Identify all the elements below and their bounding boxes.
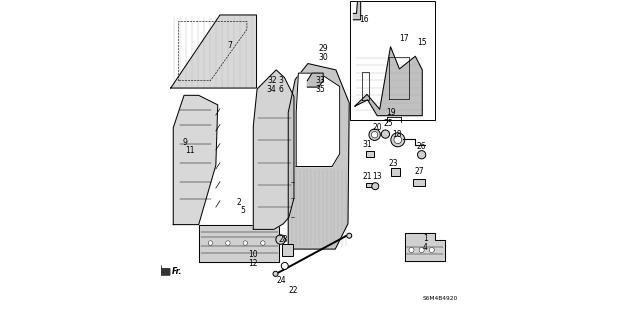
Text: 31: 31: [362, 140, 372, 149]
Text: 27: 27: [414, 167, 424, 176]
Text: 4: 4: [423, 243, 428, 252]
Circle shape: [276, 235, 285, 244]
Polygon shape: [355, 47, 422, 116]
Polygon shape: [253, 70, 294, 229]
Text: 28: 28: [279, 235, 288, 244]
Circle shape: [281, 263, 288, 269]
Circle shape: [371, 131, 378, 138]
Text: 1: 1: [423, 234, 428, 243]
Text: 15: 15: [417, 38, 426, 47]
Text: 20: 20: [373, 123, 383, 132]
Text: 30: 30: [318, 53, 328, 62]
Polygon shape: [288, 63, 349, 249]
Text: 9: 9: [182, 137, 188, 146]
Circle shape: [394, 136, 402, 144]
Text: 2: 2: [237, 198, 241, 207]
Text: 29: 29: [318, 44, 328, 54]
Bar: [413, 179, 426, 186]
Polygon shape: [353, 1, 361, 20]
Bar: [350, 1, 435, 120]
Text: 6: 6: [279, 85, 284, 94]
Circle shape: [372, 183, 379, 190]
Text: 22: 22: [288, 286, 298, 295]
Polygon shape: [173, 95, 218, 225]
Text: 10: 10: [248, 250, 257, 259]
Text: 18: 18: [392, 130, 402, 138]
Polygon shape: [171, 15, 257, 88]
Polygon shape: [307, 73, 323, 87]
Text: 21: 21: [362, 172, 372, 181]
Text: 19: 19: [387, 108, 396, 117]
Text: 26: 26: [416, 142, 426, 151]
Circle shape: [381, 130, 390, 138]
Circle shape: [429, 248, 435, 253]
Circle shape: [347, 233, 352, 238]
Text: 12: 12: [248, 259, 257, 268]
Text: 7: 7: [227, 41, 232, 50]
Text: 35: 35: [315, 85, 325, 94]
Bar: [282, 244, 293, 256]
Circle shape: [273, 271, 278, 276]
Polygon shape: [405, 233, 445, 261]
Circle shape: [260, 241, 265, 245]
Polygon shape: [296, 73, 340, 167]
Circle shape: [419, 248, 424, 253]
Text: S6M4B4920: S6M4B4920: [423, 296, 458, 301]
Text: 17: 17: [399, 34, 409, 43]
Text: Fr.: Fr.: [172, 267, 183, 277]
Circle shape: [369, 129, 380, 140]
Text: 16: 16: [359, 15, 369, 24]
Text: 32: 32: [267, 76, 276, 85]
Circle shape: [409, 248, 414, 253]
Text: 24: 24: [276, 276, 286, 285]
Text: 13: 13: [372, 172, 381, 181]
Text: 23: 23: [388, 159, 398, 168]
Circle shape: [391, 133, 405, 147]
Text: 33: 33: [315, 76, 325, 85]
Bar: [366, 151, 374, 157]
Circle shape: [226, 241, 230, 245]
Polygon shape: [154, 266, 170, 275]
Bar: [390, 168, 400, 176]
Bar: [366, 183, 372, 188]
Text: 34: 34: [267, 85, 276, 94]
Circle shape: [243, 241, 248, 245]
Text: 5: 5: [241, 206, 246, 215]
Text: 3: 3: [279, 76, 284, 85]
Polygon shape: [198, 225, 279, 262]
Text: 25: 25: [383, 119, 393, 129]
Circle shape: [417, 151, 426, 159]
Text: 11: 11: [186, 146, 195, 155]
Circle shape: [208, 241, 212, 245]
